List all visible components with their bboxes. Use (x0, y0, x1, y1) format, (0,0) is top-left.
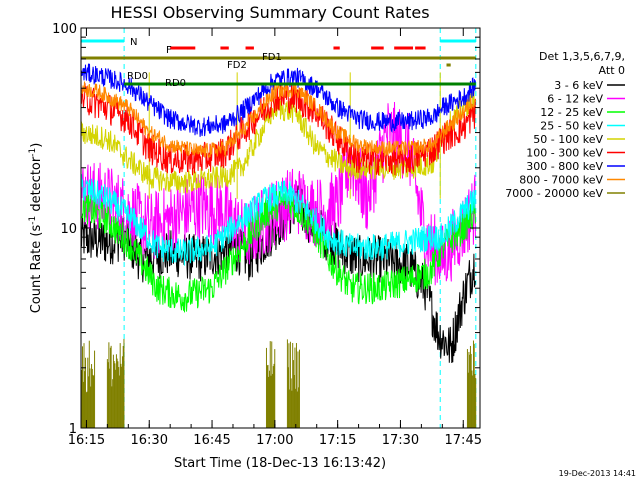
timestamp: 19-Dec-2013 14:41 (559, 469, 636, 478)
series-12-25kev (80, 187, 476, 313)
x-tick-label: 17:00 (256, 433, 293, 448)
series-7000-20000kev (80, 338, 477, 428)
x-tick-label: 17:45 (445, 433, 482, 448)
data-line (80, 82, 476, 176)
chart-title: HESSI Observing Summary Count Rates (110, 3, 429, 22)
x-tick-label: 16:30 (131, 433, 168, 448)
flag-bars: N F FD1 FD2 RD0 RD0 (81, 37, 476, 89)
y-tick-label: 100 (52, 22, 77, 37)
data-line (80, 174, 476, 266)
legend-label: 300 - 800 keV (526, 160, 603, 173)
flag-label-rd0: RD0 (165, 78, 186, 89)
series-800-7000kev (80, 81, 476, 158)
legend-label: 6 - 12 keV (547, 93, 603, 106)
legend-label: 25 - 50 keV (540, 120, 603, 133)
x-axis-label: Start Time (18-Dec-13 16:13:42) (174, 456, 386, 471)
data-line (80, 81, 476, 158)
plot-area: N F FD1 FD2 RD0 RD0 (80, 28, 477, 428)
series-300-800kev (80, 63, 476, 137)
series-25-50kev (80, 174, 476, 266)
x-tick-label: 17:30 (382, 433, 419, 448)
x-tick-label: 16:45 (193, 433, 230, 448)
legend-label: 3 - 6 keV (554, 79, 603, 92)
legend-header: Det 1,3,5,6,7,9, (539, 50, 625, 63)
y-tick-label: 10 (60, 222, 77, 237)
legend-label: 12 - 25 keV (540, 106, 603, 119)
data-line (80, 63, 476, 137)
y-tick-label: 1 (69, 422, 77, 437)
flag-label-fd1: FD1 (262, 52, 282, 63)
data-line (80, 187, 476, 313)
x-axis: 16:15 16:30 16:45 17:00 17:15 17:30 17:45 (68, 28, 482, 448)
legend-header: Att 0 (599, 64, 625, 77)
legend-label: 50 - 100 keV (533, 133, 603, 146)
series-100-300kev (80, 82, 476, 176)
y-axis-label: Count Rate (s-1 detector-1) (28, 143, 44, 314)
x-tick-label: 16:15 (68, 433, 105, 448)
x-tick-label: 17:15 (319, 433, 356, 448)
flag-label-n: N (130, 37, 137, 48)
legend-label: 7000 - 20000 keV (505, 187, 603, 200)
legend-label: 800 - 7000 keV (519, 174, 603, 187)
flag-label-f: F (166, 45, 172, 56)
y-axis: 1 10 100 (52, 22, 480, 437)
flag-label-fd2: FD2 (227, 60, 247, 71)
legend-label: 100 - 300 keV (526, 147, 603, 160)
flag-label-rd0: RD0 (127, 71, 148, 82)
